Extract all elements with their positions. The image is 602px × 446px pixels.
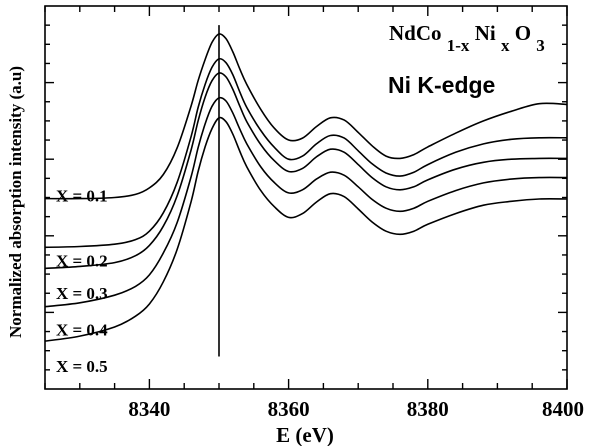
formula-end: O [515,21,531,45]
series-line [44,72,568,270]
series-label: X = 0.1 [56,186,108,205]
x-axis-title: E (eV) [276,423,334,446]
formula-mid: Ni [475,21,496,45]
x-tick-label: 8380 [407,397,449,421]
x-axis-ticks: 8340 8360 8380 8400 [44,6,584,421]
y-axis-title: Normalized absorption intensity (a.u) [6,66,25,338]
series-label: X = 0.3 [56,284,108,303]
formula-sub-3: 3 [536,36,545,55]
series-line [44,33,568,200]
formula-sub-1: 1-x [447,36,470,55]
plot-frame [44,5,568,390]
series-labels: X = 0.1 X = 0.2 X = 0.3 X = 0.4 X = 0.5 [56,186,108,375]
series-label: X = 0.4 [56,320,108,339]
x-tick-label: 8340 [128,397,170,421]
x-tick-label: 8360 [268,397,310,421]
series-line [44,57,568,249]
series-line [44,116,568,342]
series-line [44,96,568,308]
chart-title: Ni K-edge [388,72,495,98]
series-label: X = 0.5 [56,357,108,376]
x-tick-label: 8400 [542,397,584,421]
formula-label: NdCo 1-x Ni x O 3 [389,21,545,56]
series-label: X = 0.2 [56,251,108,270]
formula-sub-2: x [501,36,510,55]
formula-base: NdCo [389,21,442,45]
plot-area [44,25,568,357]
